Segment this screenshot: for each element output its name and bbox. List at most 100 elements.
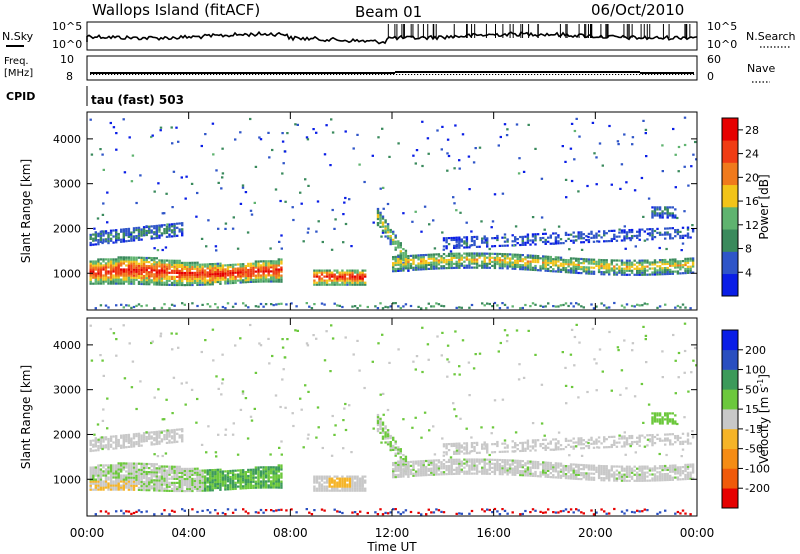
- power-cell: [219, 264, 222, 267]
- power-cell: [352, 147, 355, 150]
- power-cell: [267, 268, 270, 271]
- velocity-cell: [636, 479, 639, 482]
- power-cell: [132, 272, 136, 275]
- power-cell: [582, 262, 585, 265]
- power-cell: [526, 264, 530, 267]
- velocity-cell: [417, 462, 420, 465]
- velocity-cell: [254, 476, 258, 479]
- velocity-cell: [252, 484, 255, 487]
- velocity-cell: [104, 472, 108, 475]
- power-cell: [475, 254, 479, 257]
- velocity-cell: [94, 443, 97, 446]
- power-cell: [178, 275, 181, 279]
- velocity-cell: [397, 461, 400, 464]
- velocity-cell: [425, 469, 428, 473]
- velocity-cell: [249, 472, 253, 475]
- velocity-cell: [104, 464, 108, 467]
- velocity-cell: [168, 467, 171, 470]
- power-cell: [358, 163, 361, 166]
- power-cell: [214, 268, 217, 272]
- velocity-cell: [132, 482, 136, 485]
- velocity-cell: [435, 467, 438, 470]
- power-cell: [125, 280, 128, 283]
- power-colorbar-swatch: [722, 229, 738, 252]
- power-cell: [618, 265, 621, 268]
- velocity-cell: [173, 441, 176, 444]
- velocity-cell: [112, 480, 115, 483]
- velocity-cell: [231, 485, 235, 489]
- power-cell: [539, 265, 542, 268]
- power-cell: [272, 272, 275, 275]
- power-cell: [470, 252, 474, 255]
- velocity-cell: [630, 467, 634, 470]
- velocity-cell: [130, 443, 133, 446]
- power-cell: [176, 271, 179, 274]
- power-cell: [325, 271, 329, 274]
- power-cell: [455, 262, 458, 265]
- velocity-cell: [580, 468, 583, 471]
- velocity-cell: [336, 487, 339, 490]
- power-cell: [481, 241, 484, 244]
- power-cell: [351, 275, 354, 278]
- power-cell: [455, 209, 458, 212]
- power-cell: [524, 262, 527, 265]
- power-cell: [193, 273, 197, 276]
- velocity-cell: [460, 460, 463, 463]
- power-cell: [475, 235, 479, 238]
- velocity-cell: [219, 472, 222, 475]
- power-cell: [392, 238, 395, 241]
- power-cell: [209, 279, 212, 282]
- power-cell: [686, 257, 690, 260]
- velocity-cell: [486, 458, 489, 461]
- power-cell: [585, 272, 588, 275]
- velocity-cell: [562, 474, 565, 478]
- power-cell: [613, 237, 616, 240]
- velocity-cell: [603, 471, 606, 474]
- velocity-cell: [219, 476, 222, 479]
- power-cell: [132, 239, 136, 242]
- velocity-cell: [219, 480, 222, 483]
- velocity-cell: [257, 484, 260, 487]
- power-cell: [534, 147, 537, 150]
- power-cell: [653, 236, 657, 239]
- power-cell: [618, 231, 621, 234]
- power-cell: [453, 254, 456, 257]
- power-cell: [493, 245, 497, 248]
- power-cell: [211, 265, 214, 268]
- velocity-cell: [277, 474, 280, 477]
- power-cell: [158, 236, 161, 239]
- power-cell: [503, 265, 507, 268]
- power-cell: [237, 273, 240, 276]
- velocity-cell: [181, 467, 184, 470]
- power-cell: [307, 227, 310, 230]
- velocity-cell: [399, 452, 402, 455]
- power-cell: [630, 269, 634, 272]
- power-cell: [259, 260, 263, 263]
- power-cell: [587, 240, 591, 244]
- power-cell: [414, 256, 418, 259]
- power-cell: [239, 202, 243, 205]
- power-cell: [608, 124, 611, 128]
- velocity-cell: [323, 485, 326, 488]
- power-cell: [521, 264, 524, 267]
- velocity-cell: [529, 462, 532, 465]
- power-cell: [674, 229, 677, 232]
- power-cell: [394, 242, 397, 245]
- velocity-cell: [496, 458, 499, 461]
- power-cell: [483, 235, 486, 238]
- power-cell: [331, 271, 334, 274]
- velocity-cell: [592, 478, 596, 481]
- power-cell: [514, 265, 517, 268]
- power-cell: [132, 270, 136, 273]
- power-cell: [481, 260, 484, 263]
- velocity-cell: [176, 477, 179, 480]
- velocity-cell: [104, 476, 108, 479]
- velocity-cell: [89, 449, 92, 453]
- power-cell: [397, 255, 400, 258]
- velocity-cell: [397, 473, 400, 476]
- power-cell: [137, 268, 141, 271]
- power-cell: [501, 192, 505, 195]
- velocity-cell: [117, 466, 120, 469]
- velocity-cell: [376, 428, 380, 431]
